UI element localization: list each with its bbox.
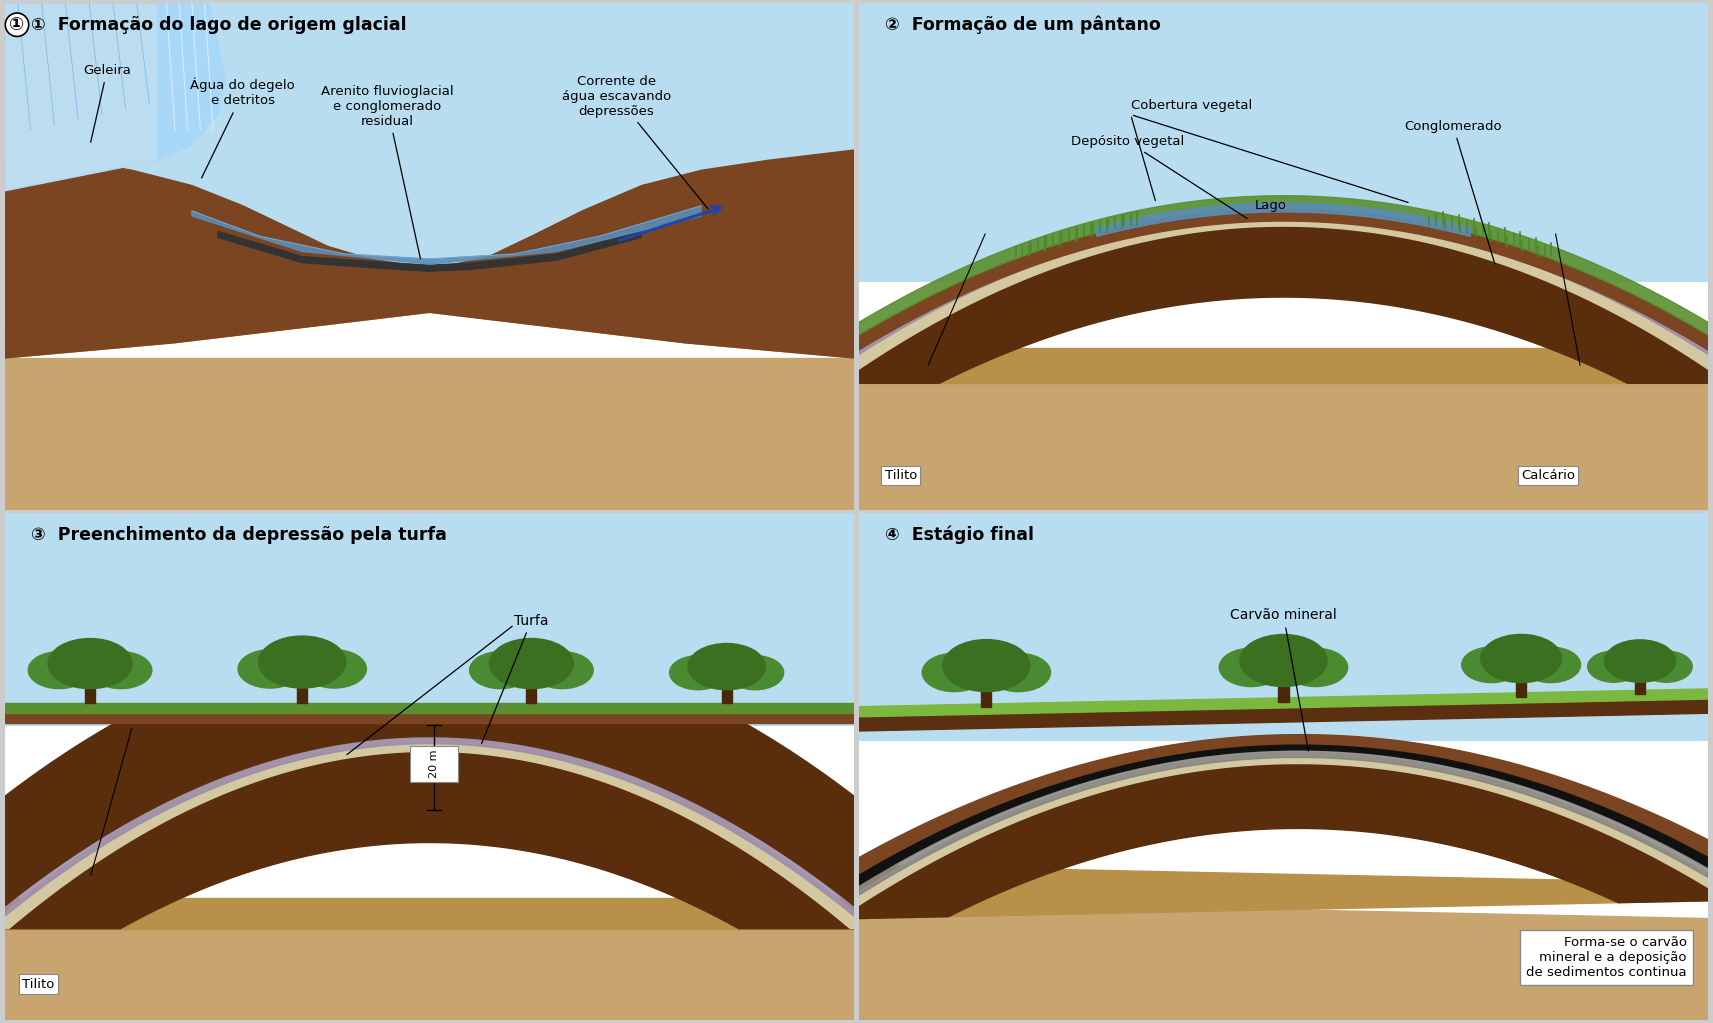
Circle shape (1240, 634, 1328, 686)
Bar (5, 513, 855, 726)
Polygon shape (1096, 204, 1470, 236)
Text: Lago: Lago (1254, 199, 1286, 213)
FancyBboxPatch shape (409, 746, 457, 782)
Circle shape (91, 652, 152, 688)
Polygon shape (5, 287, 855, 358)
Circle shape (942, 639, 1030, 692)
Text: ②  Formação de um pântano: ② Formação de um pântano (884, 15, 1160, 34)
Polygon shape (1278, 686, 1288, 702)
Circle shape (490, 638, 574, 688)
Polygon shape (982, 692, 992, 707)
Polygon shape (5, 3, 226, 190)
Polygon shape (858, 195, 1708, 335)
Text: ①: ① (9, 15, 24, 34)
Circle shape (48, 638, 132, 688)
Text: Arenito fluvioglacial
e conglomerado
residual: Arenito fluvioglacial e conglomerado res… (320, 85, 454, 259)
Circle shape (259, 636, 346, 688)
Circle shape (1480, 634, 1562, 682)
Polygon shape (858, 216, 1708, 384)
Text: Forma-se o carvão
mineral e a deposição
de sedimentos continua: Forma-se o carvão mineral e a deposição … (1526, 936, 1687, 979)
Polygon shape (5, 150, 855, 358)
Circle shape (1605, 639, 1675, 682)
Polygon shape (86, 688, 96, 703)
Circle shape (1521, 648, 1581, 682)
Polygon shape (5, 723, 855, 905)
Text: Depósito vegetal: Depósito vegetal (1071, 135, 1247, 219)
Polygon shape (721, 690, 731, 703)
Circle shape (726, 656, 783, 690)
Circle shape (922, 654, 987, 692)
Circle shape (531, 652, 593, 688)
Circle shape (1639, 651, 1692, 682)
Circle shape (987, 654, 1050, 692)
Polygon shape (5, 741, 855, 929)
Polygon shape (218, 231, 641, 271)
Text: Carvão mineral: Carvão mineral (1230, 609, 1336, 751)
Polygon shape (858, 214, 1708, 369)
Polygon shape (858, 901, 1708, 1020)
Text: Calcário: Calcário (1521, 470, 1576, 482)
Polygon shape (5, 737, 855, 929)
Text: ④  Estágio final: ④ Estágio final (884, 526, 1033, 544)
Circle shape (670, 656, 726, 690)
Polygon shape (1634, 682, 1644, 695)
Text: ①  Formação do lago de origem glacial: ① Formação do lago de origem glacial (31, 15, 406, 34)
Polygon shape (858, 348, 1708, 384)
Text: Cobertura vegetal: Cobertura vegetal (1131, 99, 1252, 113)
Text: Conglomerado: Conglomerado (1405, 120, 1502, 264)
Polygon shape (296, 688, 307, 703)
Text: Corrente de
água escavando
depressões: Corrente de água escavando depressões (562, 75, 707, 209)
Polygon shape (858, 744, 1708, 885)
Polygon shape (5, 713, 855, 723)
Text: ③  Preenchimento da depressão pela turfa: ③ Preenchimento da depressão pela turfa (31, 526, 447, 543)
Polygon shape (858, 757, 1708, 919)
Polygon shape (5, 929, 855, 1020)
Text: Tilito: Tilito (884, 470, 916, 482)
Text: Água do degelo
e detritos: Água do degelo e detritos (190, 78, 295, 178)
Polygon shape (858, 699, 1708, 731)
Circle shape (301, 650, 367, 688)
Text: Geleira: Geleira (82, 64, 130, 142)
Circle shape (1220, 649, 1283, 686)
Polygon shape (858, 752, 1708, 905)
Polygon shape (858, 735, 1708, 874)
Polygon shape (5, 738, 855, 916)
Bar (858, 3, 1708, 282)
Polygon shape (5, 3, 226, 190)
Polygon shape (858, 865, 1708, 919)
Circle shape (689, 643, 766, 690)
Polygon shape (158, 3, 226, 161)
Polygon shape (526, 688, 536, 703)
Circle shape (27, 652, 91, 688)
Circle shape (1461, 648, 1521, 682)
Polygon shape (5, 898, 855, 929)
Polygon shape (858, 688, 1708, 717)
Polygon shape (858, 750, 1708, 895)
Polygon shape (858, 384, 1708, 510)
Polygon shape (5, 703, 855, 713)
Circle shape (469, 652, 531, 688)
Text: Turfa: Turfa (481, 614, 548, 744)
Polygon shape (858, 209, 1708, 350)
Circle shape (1283, 649, 1348, 686)
Circle shape (238, 650, 301, 688)
Bar (5, 3, 855, 267)
Text: 20 m: 20 m (428, 750, 439, 779)
Text: Tilito: Tilito (22, 978, 55, 990)
Circle shape (1588, 651, 1639, 682)
Polygon shape (5, 358, 855, 510)
Polygon shape (192, 206, 701, 264)
Polygon shape (858, 211, 1708, 354)
Bar (858, 513, 1708, 741)
Polygon shape (1516, 682, 1526, 697)
